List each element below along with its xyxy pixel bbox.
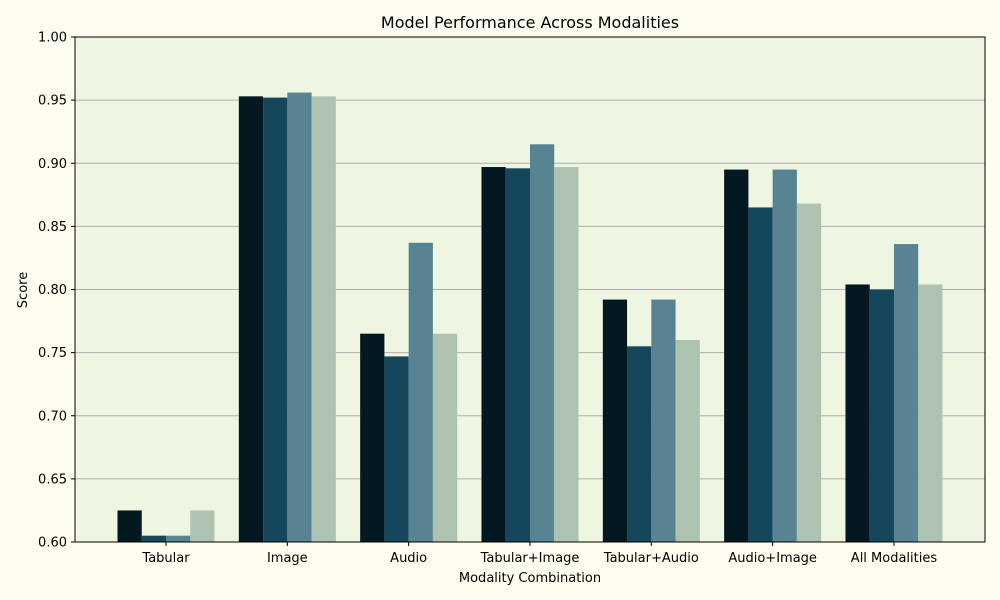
bar (772, 169, 797, 542)
y-tick-label: 0.65 (38, 472, 67, 487)
x-tick-label: Tabular+Image (480, 551, 580, 566)
bar (311, 96, 336, 543)
x-axis-ticks: Tabular Image Audio Tabular+Image Tabular+Au… (141, 542, 937, 566)
y-tick-label: 0.85 (38, 220, 67, 235)
bar (845, 284, 870, 542)
bar (602, 299, 628, 542)
y-tick-label: 0.60 (38, 536, 67, 551)
y-tick-label: 0.90 (38, 157, 67, 172)
bars (117, 92, 943, 543)
bar (141, 535, 166, 542)
x-axis-label: Modality Combination (459, 571, 601, 586)
bar (432, 333, 458, 542)
bar (360, 333, 385, 542)
bar (287, 92, 312, 543)
bar (529, 144, 555, 542)
y-axis-label: Score (16, 272, 31, 308)
x-tick-label: Tabular (141, 551, 190, 566)
bar (238, 96, 264, 543)
x-tick-label: All Modalities (851, 551, 938, 566)
bar (166, 535, 191, 542)
bar (724, 169, 749, 542)
y-tick-label: 0.95 (38, 94, 67, 109)
bar (627, 346, 652, 542)
bar (505, 168, 530, 543)
bar (554, 167, 579, 542)
y-tick-label: 0.70 (38, 409, 67, 424)
bar (918, 284, 943, 542)
bar (408, 242, 433, 542)
y-tick-label: 0.75 (38, 346, 67, 361)
y-axis-ticks: 0.60 0.65 0.70 0.75 0.80 0.85 0.90 0.95 1.00 (38, 31, 75, 551)
x-tick-label: Audio (390, 551, 427, 566)
x-tick-label: Image (267, 551, 308, 566)
bar (190, 510, 215, 542)
y-tick-label: 1.00 (38, 31, 67, 46)
bar (117, 510, 142, 542)
bar (893, 244, 919, 543)
bar (869, 289, 894, 542)
chart-title: Model Performance Across Modalities (381, 13, 679, 32)
x-tick-label: Audio+Image (728, 551, 817, 566)
bar (796, 203, 822, 542)
y-tick-label: 0.80 (38, 283, 67, 298)
bar (481, 167, 506, 542)
bar (748, 207, 773, 542)
bar (651, 299, 676, 542)
bar (263, 97, 288, 542)
x-tick-label: Tabular+Audio (603, 551, 699, 566)
bar (675, 340, 700, 542)
bar (384, 356, 409, 542)
